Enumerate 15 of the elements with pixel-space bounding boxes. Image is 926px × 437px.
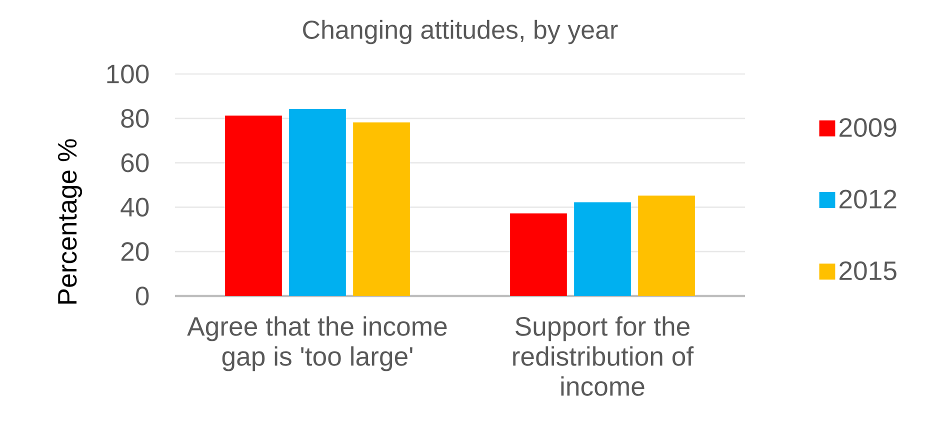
y-tick-label: 0	[136, 286, 149, 306]
x-tick-label: Agree that the income gap is 'too large'	[187, 316, 447, 372]
y-tick-label: 60	[121, 153, 149, 172]
y-tick-label: 20	[121, 242, 149, 262]
bar	[510, 213, 567, 296]
y-tick-label: 100	[107, 64, 149, 84]
chart-title: Changing attitudes, by year	[303, 20, 618, 44]
legend-label: 2012	[840, 190, 896, 209]
x-tick-label: Support for the redistribution of income	[513, 316, 694, 396]
y-tick-label: 80	[121, 108, 149, 128]
legend-label: 2015	[840, 261, 896, 280]
bar	[225, 116, 282, 296]
y-axis-title: Percentage %	[58, 139, 82, 304]
legend-label: 2009	[840, 118, 896, 137]
y-tick-label: 40	[120, 198, 149, 217]
